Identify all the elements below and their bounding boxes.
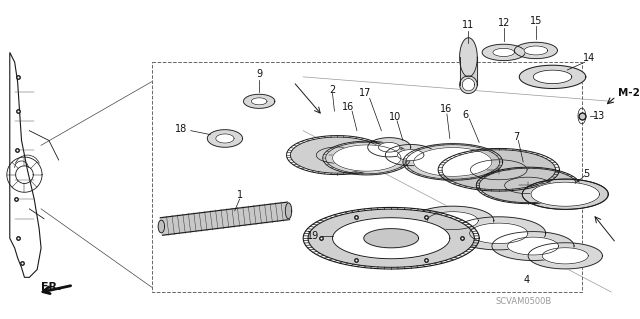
Polygon shape <box>252 98 267 105</box>
Text: 10: 10 <box>389 112 401 122</box>
Polygon shape <box>378 143 400 152</box>
Text: 6: 6 <box>463 110 468 120</box>
Text: 4: 4 <box>523 275 529 285</box>
Polygon shape <box>291 137 385 173</box>
Polygon shape <box>158 220 164 233</box>
Polygon shape <box>428 212 478 230</box>
Polygon shape <box>522 179 608 209</box>
Text: 13: 13 <box>593 111 605 121</box>
Polygon shape <box>519 65 586 88</box>
Polygon shape <box>493 48 515 56</box>
Polygon shape <box>333 145 401 171</box>
Polygon shape <box>482 44 525 61</box>
Polygon shape <box>207 130 243 147</box>
Polygon shape <box>452 217 546 250</box>
Polygon shape <box>508 237 559 255</box>
Polygon shape <box>528 243 602 269</box>
Text: M-2: M-2 <box>618 88 640 99</box>
Text: 18: 18 <box>175 124 187 134</box>
Text: 17: 17 <box>358 88 371 99</box>
Polygon shape <box>216 134 234 143</box>
Polygon shape <box>364 229 419 248</box>
Polygon shape <box>515 42 557 59</box>
Polygon shape <box>385 145 436 166</box>
Text: 16: 16 <box>440 104 452 114</box>
Polygon shape <box>479 168 577 203</box>
Polygon shape <box>397 150 424 160</box>
Text: 2: 2 <box>330 85 335 94</box>
Text: 16: 16 <box>342 102 355 112</box>
Text: FR.: FR. <box>40 282 61 292</box>
Polygon shape <box>462 78 475 91</box>
Polygon shape <box>160 202 289 235</box>
Polygon shape <box>470 223 528 244</box>
Polygon shape <box>308 209 474 267</box>
Polygon shape <box>368 137 411 157</box>
Polygon shape <box>442 150 556 190</box>
Polygon shape <box>323 141 411 175</box>
Polygon shape <box>460 57 477 85</box>
Polygon shape <box>243 94 275 108</box>
Polygon shape <box>403 144 502 180</box>
Text: 15: 15 <box>530 16 542 26</box>
Polygon shape <box>460 38 477 77</box>
Text: SCVAM0500B: SCVAM0500B <box>495 297 551 306</box>
Text: 9: 9 <box>256 69 262 79</box>
Text: 5: 5 <box>584 169 590 179</box>
Polygon shape <box>333 218 450 259</box>
Polygon shape <box>492 232 574 261</box>
Polygon shape <box>413 148 492 176</box>
Text: 1: 1 <box>237 190 243 200</box>
Text: 11: 11 <box>462 20 475 30</box>
Polygon shape <box>412 206 494 235</box>
Polygon shape <box>285 203 292 219</box>
Text: 7: 7 <box>513 131 520 142</box>
Polygon shape <box>542 248 588 264</box>
Text: 14: 14 <box>582 53 595 63</box>
Polygon shape <box>533 70 572 84</box>
Polygon shape <box>531 182 600 206</box>
Text: 19: 19 <box>307 231 319 241</box>
Polygon shape <box>524 46 548 55</box>
Text: 12: 12 <box>497 18 510 28</box>
Polygon shape <box>460 76 477 93</box>
